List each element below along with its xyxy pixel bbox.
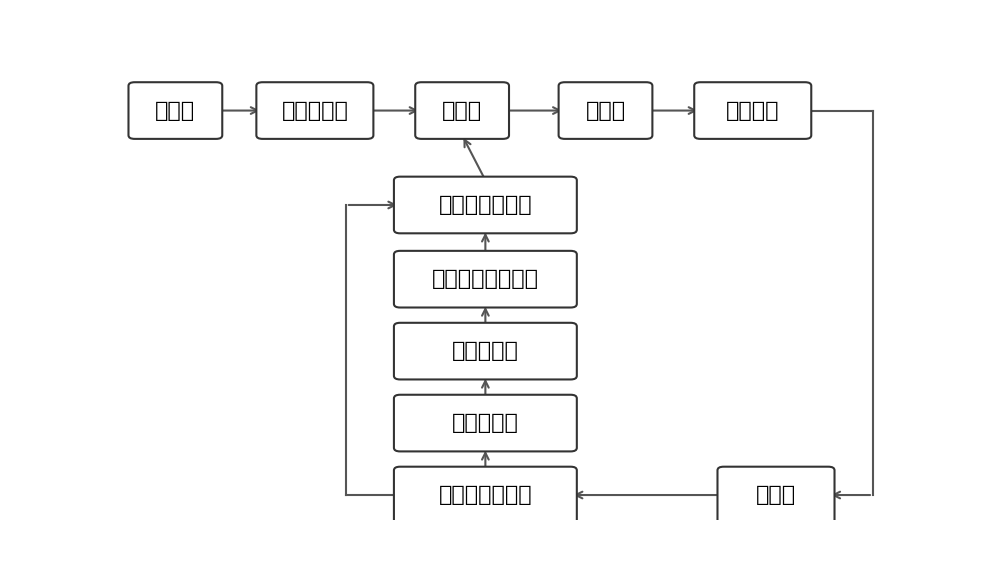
FancyBboxPatch shape [256, 82, 373, 139]
FancyBboxPatch shape [559, 82, 652, 139]
FancyBboxPatch shape [415, 82, 509, 139]
Text: 斗提机: 斗提机 [442, 100, 482, 120]
FancyBboxPatch shape [394, 395, 577, 451]
Text: 布袋收尘器: 布袋收尘器 [452, 341, 519, 361]
Text: 空空换热器: 空空换热器 [452, 413, 519, 433]
FancyBboxPatch shape [128, 82, 222, 139]
Text: 称重螺旋: 称重螺旋 [726, 100, 780, 120]
Text: 给料仓: 给料仓 [585, 100, 626, 120]
FancyBboxPatch shape [394, 323, 577, 380]
Text: 螺旋、刮板输送机: 螺旋、刮板输送机 [432, 269, 539, 289]
Text: 多管陶瓷除尘器: 多管陶瓷除尘器 [439, 485, 532, 505]
FancyBboxPatch shape [717, 467, 835, 523]
Text: 双轴加湿搅拌器: 双轴加湿搅拌器 [439, 195, 532, 215]
Text: 回转窑: 回转窑 [756, 485, 796, 505]
FancyBboxPatch shape [694, 82, 811, 139]
FancyBboxPatch shape [394, 251, 577, 308]
FancyBboxPatch shape [394, 176, 577, 234]
Text: 原料仓: 原料仓 [155, 100, 195, 120]
Text: 皮带输送机: 皮带输送机 [281, 100, 348, 120]
FancyBboxPatch shape [394, 467, 577, 523]
